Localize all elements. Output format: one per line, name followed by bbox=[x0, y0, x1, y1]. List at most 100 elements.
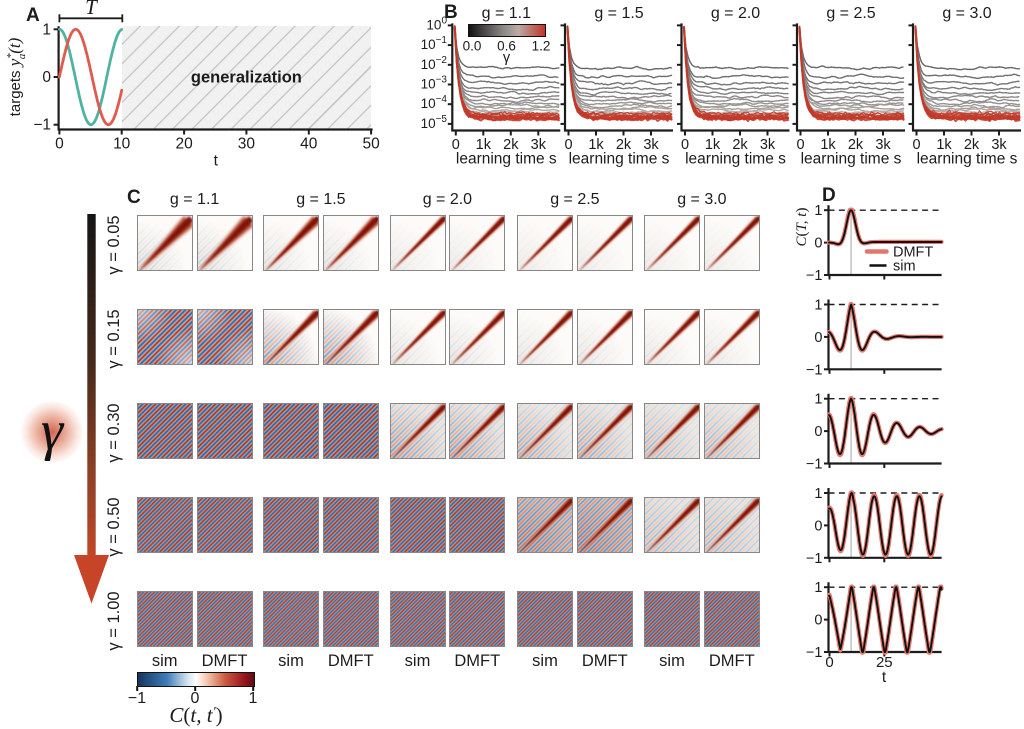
svg-text:−1: −1 bbox=[33, 117, 51, 134]
svg-text:T: T bbox=[85, 0, 98, 19]
svg-text:3k: 3k bbox=[991, 137, 1007, 153]
svg-text:1k: 1k bbox=[588, 137, 604, 153]
svg-text:γ = 0.30: γ = 0.30 bbox=[105, 403, 123, 462]
svg-text:0: 0 bbox=[681, 137, 689, 153]
svg-text:1: 1 bbox=[814, 203, 822, 219]
svg-text:0: 0 bbox=[55, 136, 64, 153]
svg-text:g = 1.1: g = 1.1 bbox=[482, 5, 531, 22]
svg-text:C(T, t): C(T, t) bbox=[794, 208, 810, 247]
svg-text:DMFT: DMFT bbox=[893, 245, 933, 261]
svg-text:10−1: 10−1 bbox=[421, 35, 448, 52]
svg-text:DMFT: DMFT bbox=[202, 652, 248, 670]
svg-text:10−4: 10−4 bbox=[421, 94, 448, 111]
svg-text:γ = 1.00: γ = 1.00 bbox=[105, 591, 123, 650]
svg-text:0: 0 bbox=[796, 137, 804, 153]
svg-text:0: 0 bbox=[814, 236, 822, 252]
svg-text:2k: 2k bbox=[616, 137, 632, 153]
svg-text:10−3: 10−3 bbox=[421, 75, 448, 92]
svg-text:γ = 0.15: γ = 0.15 bbox=[105, 309, 123, 368]
svg-text:1.2: 1.2 bbox=[532, 39, 551, 54]
svg-text:0: 0 bbox=[912, 137, 920, 153]
svg-text:g = 2.0: g = 2.0 bbox=[423, 191, 472, 208]
svg-text:3k: 3k bbox=[875, 137, 891, 153]
svg-text:2k: 2k bbox=[848, 137, 864, 153]
svg-text:γ = 0.50: γ = 0.50 bbox=[105, 497, 123, 556]
svg-text:0: 0 bbox=[191, 690, 200, 707]
svg-text:DMFT: DMFT bbox=[454, 652, 500, 670]
svg-text:1k: 1k bbox=[476, 137, 492, 153]
svg-text:−1: −1 bbox=[128, 690, 146, 707]
svg-text:1k: 1k bbox=[820, 137, 836, 153]
svg-text:C(t, t′): C(t, t′) bbox=[169, 703, 222, 727]
svg-text:targets y*a(t): targets y*a(t) bbox=[5, 37, 28, 116]
svg-text:10−5: 10−5 bbox=[421, 114, 448, 131]
svg-text:0: 0 bbox=[814, 424, 822, 440]
svg-text:−1: −1 bbox=[806, 551, 823, 567]
svg-text:0.6: 0.6 bbox=[497, 39, 516, 54]
svg-text:C: C bbox=[127, 187, 141, 208]
svg-text:0: 0 bbox=[814, 518, 822, 534]
svg-text:g = 3.0: g = 3.0 bbox=[677, 191, 726, 208]
svg-text:1: 1 bbox=[814, 486, 822, 502]
svg-text:1: 1 bbox=[814, 580, 822, 596]
svg-text:50: 50 bbox=[362, 136, 380, 153]
svg-text:B: B bbox=[444, 2, 458, 23]
svg-text:sim: sim bbox=[893, 259, 916, 275]
svg-text:learning time s: learning time s bbox=[456, 151, 557, 168]
svg-text:20: 20 bbox=[175, 136, 193, 153]
svg-text:1k: 1k bbox=[705, 137, 721, 153]
svg-text:25: 25 bbox=[876, 654, 893, 671]
svg-text:γ: γ bbox=[503, 50, 511, 66]
svg-text:1k: 1k bbox=[936, 137, 952, 153]
svg-text:2k: 2k bbox=[732, 137, 748, 153]
svg-text:DMFT: DMFT bbox=[709, 652, 755, 670]
svg-text:0: 0 bbox=[814, 330, 822, 346]
svg-text:sim: sim bbox=[278, 652, 304, 670]
svg-text:40: 40 bbox=[300, 136, 318, 153]
svg-text:2k: 2k bbox=[503, 137, 519, 153]
svg-text:learning time s: learning time s bbox=[917, 151, 1018, 168]
svg-text:generalization: generalization bbox=[191, 69, 302, 87]
svg-text:sim: sim bbox=[532, 652, 558, 670]
svg-text:γ = 0.05: γ = 0.05 bbox=[105, 215, 123, 274]
svg-text:0: 0 bbox=[42, 69, 51, 86]
svg-text:1: 1 bbox=[814, 392, 822, 408]
svg-text:D: D bbox=[822, 185, 836, 206]
svg-text:g = 2.0: g = 2.0 bbox=[711, 5, 760, 22]
svg-text:30: 30 bbox=[238, 136, 256, 153]
svg-text:0: 0 bbox=[814, 613, 822, 629]
svg-text:−1: −1 bbox=[806, 645, 823, 661]
svg-text:sim: sim bbox=[405, 652, 431, 670]
svg-text:g = 1.5: g = 1.5 bbox=[594, 5, 643, 22]
svg-text:learning time s: learning time s bbox=[685, 151, 786, 168]
svg-text:1: 1 bbox=[42, 21, 51, 38]
svg-text:1: 1 bbox=[249, 690, 258, 707]
svg-text:3k: 3k bbox=[760, 137, 776, 153]
svg-text:0: 0 bbox=[564, 137, 572, 153]
svg-text:sim: sim bbox=[152, 652, 178, 670]
svg-text:0: 0 bbox=[452, 137, 460, 153]
svg-text:1: 1 bbox=[814, 298, 822, 314]
svg-text:learning time s: learning time s bbox=[569, 151, 670, 168]
svg-text:t: t bbox=[882, 669, 887, 686]
svg-text:DMFT: DMFT bbox=[582, 652, 628, 670]
svg-text:−1: −1 bbox=[806, 362, 823, 378]
svg-text:10: 10 bbox=[113, 136, 131, 153]
svg-text:learning time s: learning time s bbox=[801, 151, 902, 168]
svg-text:sim: sim bbox=[659, 652, 685, 670]
svg-text:0: 0 bbox=[825, 654, 833, 671]
svg-text:−1: −1 bbox=[806, 268, 823, 284]
svg-text:g = 3.0: g = 3.0 bbox=[942, 5, 991, 22]
svg-text:DMFT: DMFT bbox=[328, 652, 374, 670]
svg-text:3k: 3k bbox=[643, 137, 659, 153]
svg-text:0.0: 0.0 bbox=[463, 39, 482, 54]
svg-text:t: t bbox=[214, 153, 219, 170]
svg-text:g = 1.5: g = 1.5 bbox=[296, 191, 345, 208]
svg-text:g = 2.5: g = 2.5 bbox=[550, 191, 599, 208]
svg-text:3k: 3k bbox=[531, 137, 547, 153]
svg-text:−1: −1 bbox=[806, 457, 823, 473]
svg-text:g = 1.1: g = 1.1 bbox=[170, 191, 219, 208]
svg-text:2k: 2k bbox=[964, 137, 980, 153]
svg-text:10−2: 10−2 bbox=[421, 55, 448, 72]
svg-text:g = 2.5: g = 2.5 bbox=[826, 5, 875, 22]
